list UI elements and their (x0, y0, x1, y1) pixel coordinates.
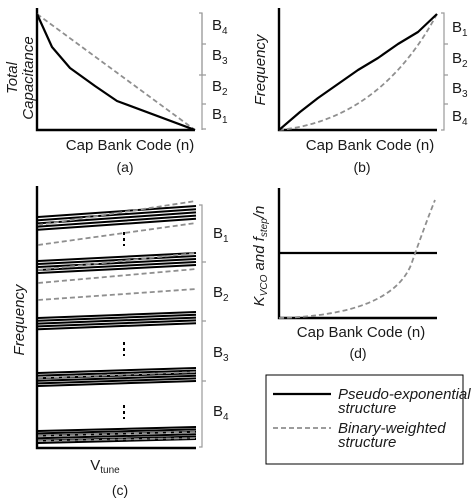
panel-a: Total Capacitance Cap Bank Code (n) (a) … (4, 8, 228, 175)
panel-c-solid-line (37, 438, 197, 444)
panel-c-solid-line (37, 428, 197, 435)
panel-c-dashed-line (37, 371, 197, 379)
panel-c-dashed-line (37, 200, 197, 226)
panel-c-band-label-1: B1 (213, 225, 229, 245)
panel-a-binary-curve (36, 13, 196, 131)
legend-dashed-label-2: structure (338, 434, 396, 451)
panel-a-ylabel-line2: Capacitance (20, 36, 37, 119)
panel-a-xlabel: Cap Bank Code (n) (66, 137, 194, 154)
panel-d-caption: (d) (349, 345, 366, 361)
panel-c-band-label-4: B4 (213, 403, 229, 423)
panel-c-solid-line (37, 205, 197, 218)
panel-c-caption: (c) (112, 482, 128, 498)
panel-b-band-label-4: B4 (452, 108, 468, 128)
panel-c-dashed-line (37, 268, 197, 284)
panel-c-solid-line (37, 374, 197, 382)
panel-c-dashed-line (37, 288, 197, 301)
panel-a-axes (35, 8, 195, 132)
panel-c-solid-line (37, 258, 197, 268)
panel-d-ylabel: KVCO and fstep/n (251, 206, 270, 307)
panel-b-binary-curve (278, 13, 438, 131)
panel-c-dashed-line (37, 252, 197, 271)
panel-c-solid-line (37, 208, 197, 222)
panel-c-solid-line (37, 426, 197, 432)
panel-c-solid-line (37, 311, 197, 319)
panel-b-brace (441, 12, 448, 131)
panel-a-band-label-4: B1 (212, 106, 228, 126)
panel-c-solid-line (37, 433, 197, 440)
legend-solid-label-1: Pseudo-exponential (338, 386, 471, 403)
panel-c-dashed-line (37, 431, 197, 437)
panel-c: Frequency Vtune (c) B1 B2 B3 B4 (11, 186, 229, 498)
legend-solid-label-2: structure (338, 400, 396, 417)
panel-d: KVCO and fstep/n Cap Bank Code (n) (d) (251, 188, 437, 361)
panel-c-axes (35, 186, 196, 450)
panel-c-solid-line (37, 380, 197, 387)
panel-d-xlabel: Cap Bank Code (n) (297, 324, 425, 341)
panel-b-pseudo-curve (278, 13, 438, 131)
panel-c-band-label-3: B3 (213, 344, 229, 364)
panel-a-band-label-3: B2 (212, 78, 228, 98)
panel-b-caption: (b) (353, 159, 370, 175)
panel-a-brace-ticks (202, 43, 206, 130)
panel-b-band-label-1: B1 (452, 19, 468, 39)
panel-b-xlabel: Cap Bank Code (n) (306, 137, 434, 154)
panel-c-dashed-line (37, 222, 197, 246)
panel-b-band-label-2: B2 (452, 50, 468, 70)
panel-b-band-label-3: B3 (452, 80, 468, 100)
panel-a-band-label-2: B3 (212, 47, 228, 67)
legend-box (265, 374, 464, 465)
panel-c-dashed-line (37, 437, 197, 442)
panel-c-solid-line (37, 252, 197, 262)
panel-c-solid-line (37, 369, 197, 377)
panel-c-solid-line (37, 261, 197, 271)
panel-c-solid-line (37, 316, 197, 325)
panel-c-solid-line (37, 377, 197, 385)
panel-a-caption: (a) (116, 159, 133, 175)
panel-c-solid-line (37, 367, 197, 374)
panel-c-solid-line (37, 313, 197, 322)
panel-c-solid-line (37, 264, 197, 274)
panel-b-ylabel: Frequency (252, 33, 269, 105)
panel-c-solid-line (37, 214, 197, 228)
panel-c-solid-line (37, 255, 197, 265)
panel-c-tuning-curves (37, 200, 197, 444)
panel-c-solid-line (37, 319, 197, 328)
panel-c-band-label-2: B2 (213, 284, 229, 304)
panel-c-brace (199, 204, 206, 448)
panel-b: Frequency Cap Bank Code (n) (b) B1 B2 B3… (252, 8, 468, 175)
panel-a-pseudo-curve (35, 13, 196, 132)
panel-c-ylabel: Frequency (11, 283, 28, 355)
panel-c-solid-line (37, 217, 197, 231)
legend-dashed-label-1: Binary-weighted (338, 420, 446, 437)
panel-d-binary-curve (278, 199, 436, 319)
panel-a-band-label-1: B4 (212, 17, 228, 37)
panel-c-xlabel: Vtune (90, 457, 120, 476)
legend: Pseudo-exponential structure Binary-weig… (265, 374, 471, 465)
panel-a-ylabel-line1: Total (4, 61, 21, 94)
panel-c-solid-line (37, 322, 197, 331)
